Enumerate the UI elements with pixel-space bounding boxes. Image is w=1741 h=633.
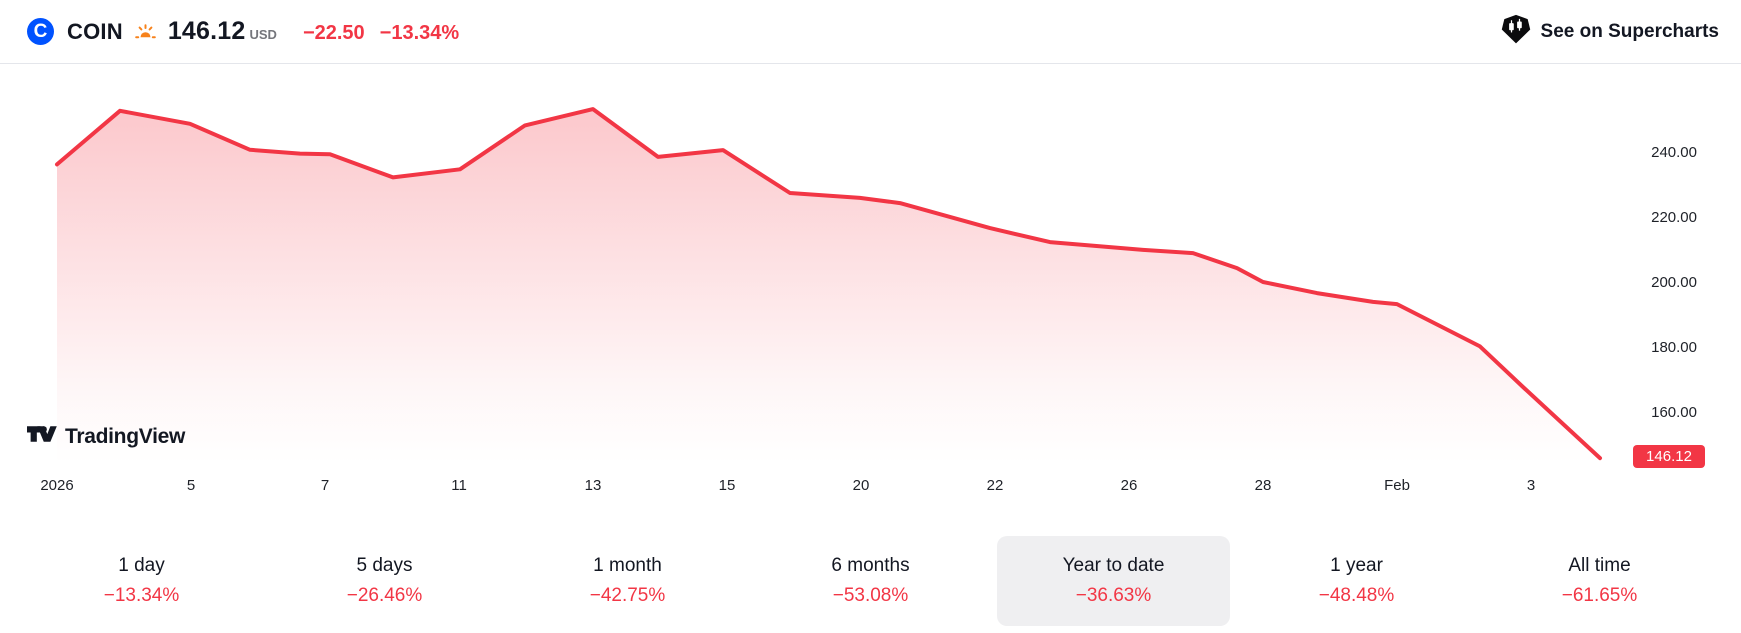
- tab-5-days[interactable]: 5 days −26.46%: [268, 536, 501, 626]
- tradingview-logo-text: TradingView: [65, 424, 186, 448]
- symbol-ticker: COIN: [67, 18, 123, 44]
- x-axis-label: 5: [186, 477, 196, 494]
- coinbase-logo-letter: C: [33, 21, 48, 42]
- sunrise-market-status-icon: [135, 24, 156, 39]
- price-chart: [55, 107, 1602, 470]
- x-axis-label: 15: [718, 477, 736, 494]
- x-axis-label: Feb: [1384, 477, 1410, 494]
- tab-change: −36.63%: [1075, 585, 1152, 606]
- supercharts-label: See on Supercharts: [1540, 20, 1719, 42]
- last-price-badge: 146.12: [1633, 445, 1705, 468]
- tab-change: −61.65%: [1561, 585, 1638, 606]
- tradingview-logo-icon: [27, 422, 57, 451]
- tradingview-attribution-link[interactable]: TradingView: [27, 422, 185, 451]
- x-axis-label: 26: [1120, 477, 1138, 494]
- y-axis-label: 200.00: [1651, 274, 1697, 291]
- tab-1-day[interactable]: 1 day −13.34%: [25, 536, 258, 626]
- y-axis-label: 240.00: [1651, 144, 1697, 161]
- y-axis-label: 160.00: [1651, 404, 1697, 421]
- x-axis: 2026 5 7 11 13 15 20 22 26 28 Feb 3: [0, 477, 1741, 499]
- tab-1-year[interactable]: 1 year −48.48%: [1240, 536, 1473, 626]
- x-axis-label: 2026: [40, 477, 74, 494]
- tab-change: −13.34%: [103, 585, 180, 606]
- tab-label: Year to date: [1062, 555, 1165, 576]
- x-axis-label: 3: [1526, 477, 1536, 494]
- tab-label: 6 months: [831, 555, 910, 576]
- header: C COIN 146.12 USD −22.50 −13.34%: [0, 0, 1741, 64]
- tab-label: 5 days: [356, 555, 413, 576]
- x-axis-label: 13: [584, 477, 602, 494]
- change-percent: −13.34%: [379, 22, 460, 44]
- tab-label: 1 day: [118, 555, 165, 576]
- tab-label: 1 year: [1330, 555, 1383, 576]
- coinbase-logo: C: [27, 18, 54, 45]
- change-absolute: −22.50: [302, 22, 365, 44]
- tab-year-to-date[interactable]: Year to date −36.63%: [997, 536, 1230, 626]
- tab-change: −42.75%: [589, 585, 666, 606]
- x-axis-label: 20: [852, 477, 870, 494]
- tab-6-months[interactable]: 6 months −53.08%: [754, 536, 987, 626]
- tab-change: −48.48%: [1318, 585, 1395, 606]
- tab-change: −26.46%: [346, 585, 423, 606]
- tab-label: 1 month: [593, 555, 662, 576]
- x-axis-label: 11: [451, 477, 467, 494]
- chart-line: [55, 107, 1602, 461]
- chart-area-fill: [57, 109, 1600, 470]
- x-axis-label: 28: [1254, 477, 1272, 494]
- x-axis-label: 7: [320, 477, 330, 494]
- period-tabs: 1 day −13.34% 5 days −26.46% 1 month −42…: [20, 536, 1721, 626]
- last-price: 146.12: [167, 17, 246, 45]
- y-axis-label: 220.00: [1651, 209, 1697, 226]
- tab-1-month[interactable]: 1 month −42.75%: [511, 536, 744, 626]
- x-axis-label: 22: [986, 477, 1004, 494]
- see-on-supercharts-link[interactable]: See on Supercharts: [1501, 14, 1719, 49]
- supercharts-icon: [1501, 14, 1531, 49]
- tab-all-time[interactable]: All time −61.65%: [1483, 536, 1716, 626]
- y-axis-label: 180.00: [1651, 339, 1697, 356]
- currency-label: USD: [249, 27, 277, 42]
- price-group: 146.12 USD −22.50 −13.34%: [168, 17, 459, 46]
- tab-label: All time: [1568, 555, 1631, 576]
- tab-change: −53.08%: [832, 585, 909, 606]
